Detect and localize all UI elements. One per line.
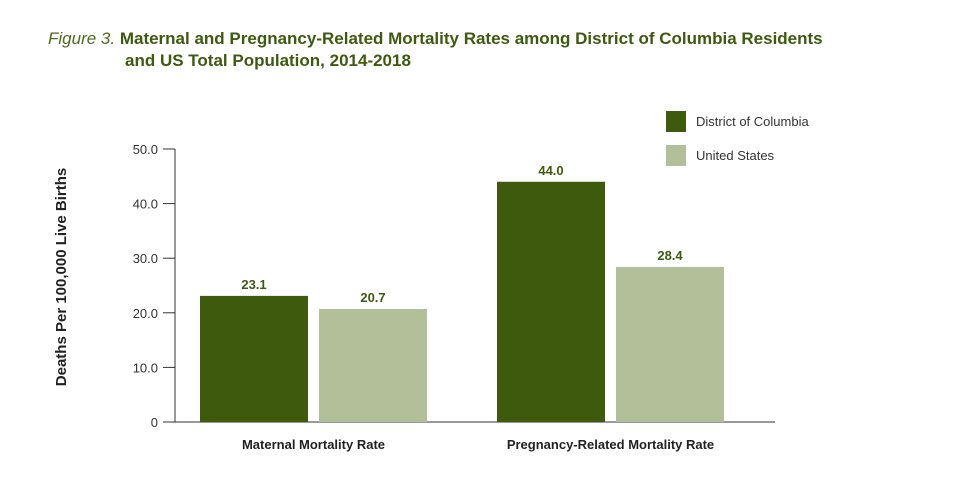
figure-title: Figure 3. Maternal and Pregnancy-Related…: [48, 28, 928, 72]
legend-swatch: [666, 145, 686, 166]
bar-us-pregnancy-related: [616, 266, 724, 422]
bar-value-label: 20.7: [360, 290, 385, 305]
figure-title-line1: Maternal and Pregnancy-Related Mortality…: [119, 29, 823, 48]
bar-value-label: 23.1: [241, 277, 266, 292]
x-category-label: Maternal Mortality Rate: [242, 437, 385, 452]
y-tick-label: 0: [151, 415, 158, 430]
figure-title-line2: and US Total Population, 2014-2018: [125, 51, 411, 70]
bar-dc-maternal: [200, 295, 308, 422]
bar-value-label: 44.0: [538, 163, 563, 178]
bar-value-label: 28.4: [657, 248, 683, 263]
y-axis-title: Deaths Per 100,000 Live Births: [53, 168, 70, 386]
bar-dc-pregnancy-related: [497, 181, 605, 422]
y-tick-label: 40.0: [133, 197, 158, 212]
y-tick-label: 20.0: [133, 306, 158, 321]
figure-label: Figure 3.: [48, 29, 116, 48]
bar-us-maternal: [319, 308, 427, 422]
y-tick-label: 10.0: [133, 360, 158, 375]
legend-label: United States: [696, 148, 775, 163]
y-tick-label: 50.0: [133, 142, 158, 157]
legend-label: District of Columbia: [696, 114, 809, 129]
legend-swatch: [666, 111, 686, 132]
y-tick-label: 30.0: [133, 251, 158, 266]
x-category-label: Pregnancy-Related Mortality Rate: [507, 437, 714, 452]
